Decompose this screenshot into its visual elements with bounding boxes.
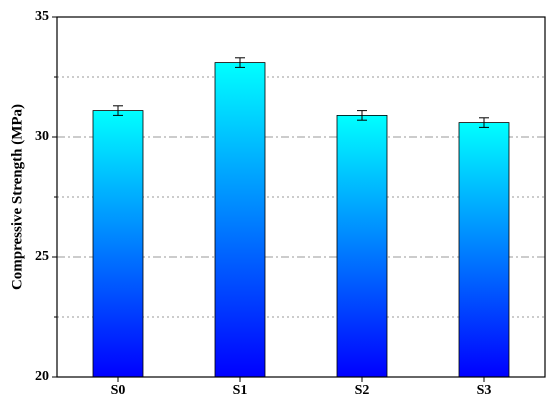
- error-bar: [235, 57, 245, 68]
- bar: [458, 122, 510, 378]
- plot-frame: [56, 16, 546, 378]
- x-tick-label: S2: [355, 383, 370, 398]
- error-bar: [479, 117, 489, 128]
- error-bar: [357, 110, 367, 121]
- y-axis-label: Compressive Strength (MPa): [9, 104, 25, 290]
- bar: [92, 110, 144, 378]
- x-tick-label: S0: [111, 383, 126, 398]
- bar: [336, 115, 388, 378]
- x-tick-label: S1: [233, 383, 248, 398]
- y-tick-label: 35: [35, 9, 49, 24]
- error-bar: [113, 105, 123, 116]
- x-tick-label: S3: [477, 383, 492, 398]
- y-tick-label: 20: [35, 369, 49, 384]
- bar: [214, 62, 266, 378]
- y-tick-label: 30: [35, 129, 49, 144]
- y-tick-label: 25: [35, 249, 49, 264]
